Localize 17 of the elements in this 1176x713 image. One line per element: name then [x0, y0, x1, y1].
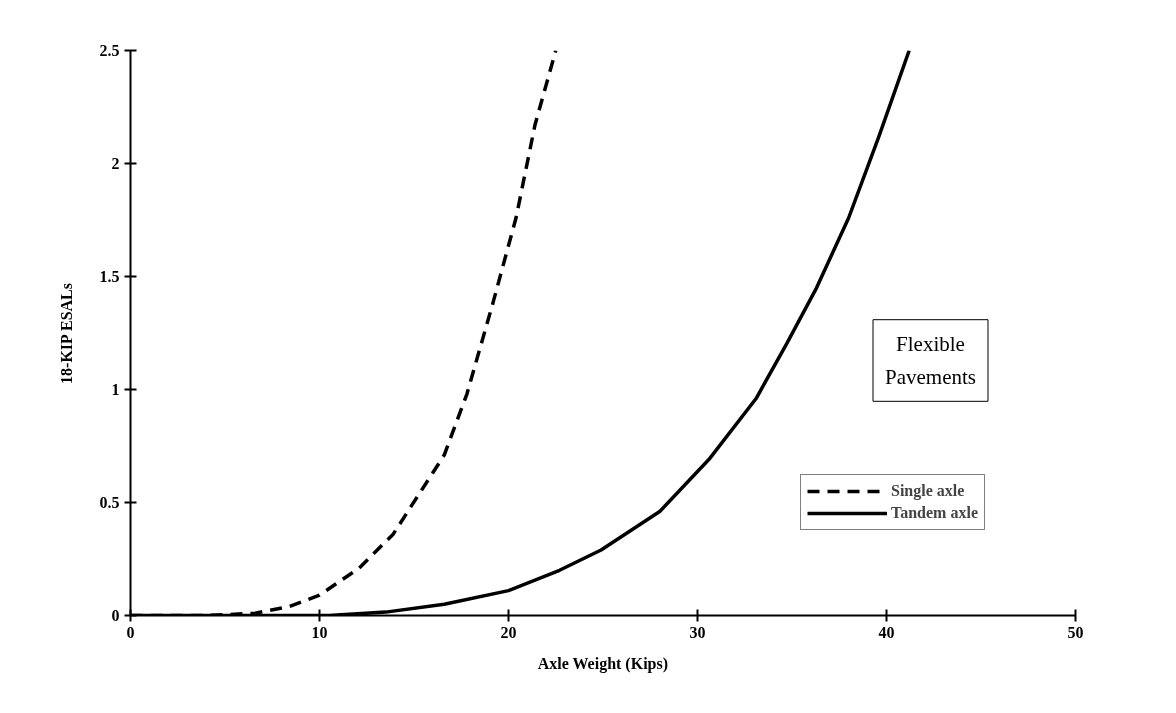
x-tick-label: 50 — [1067, 623, 1084, 641]
legend-label: Single axle — [891, 482, 965, 500]
x-tick-label: 10 — [311, 623, 328, 641]
y-tick-label: 2 — [111, 155, 120, 172]
y-tick-label: 0.5 — [99, 494, 120, 511]
x-tick-label: 20 — [500, 623, 517, 641]
y-axis-title: 18-KIP ESALs — [57, 282, 75, 384]
x-tick-label: 30 — [689, 623, 706, 641]
y-tick-label: 2.5 — [99, 42, 120, 59]
x-tick-label: 0 — [126, 623, 135, 641]
x-axis-title: Axle Weight (Kips) — [537, 654, 669, 673]
y-tick-label: 1.5 — [99, 268, 120, 285]
annotation: Flexible Pavements — [885, 331, 976, 390]
x-tick-label: 40 — [878, 623, 895, 641]
y-tick-label: 0 — [111, 607, 120, 624]
y-tick-label: 1 — [111, 381, 120, 398]
legend-label: Tandem axle — [891, 504, 978, 522]
